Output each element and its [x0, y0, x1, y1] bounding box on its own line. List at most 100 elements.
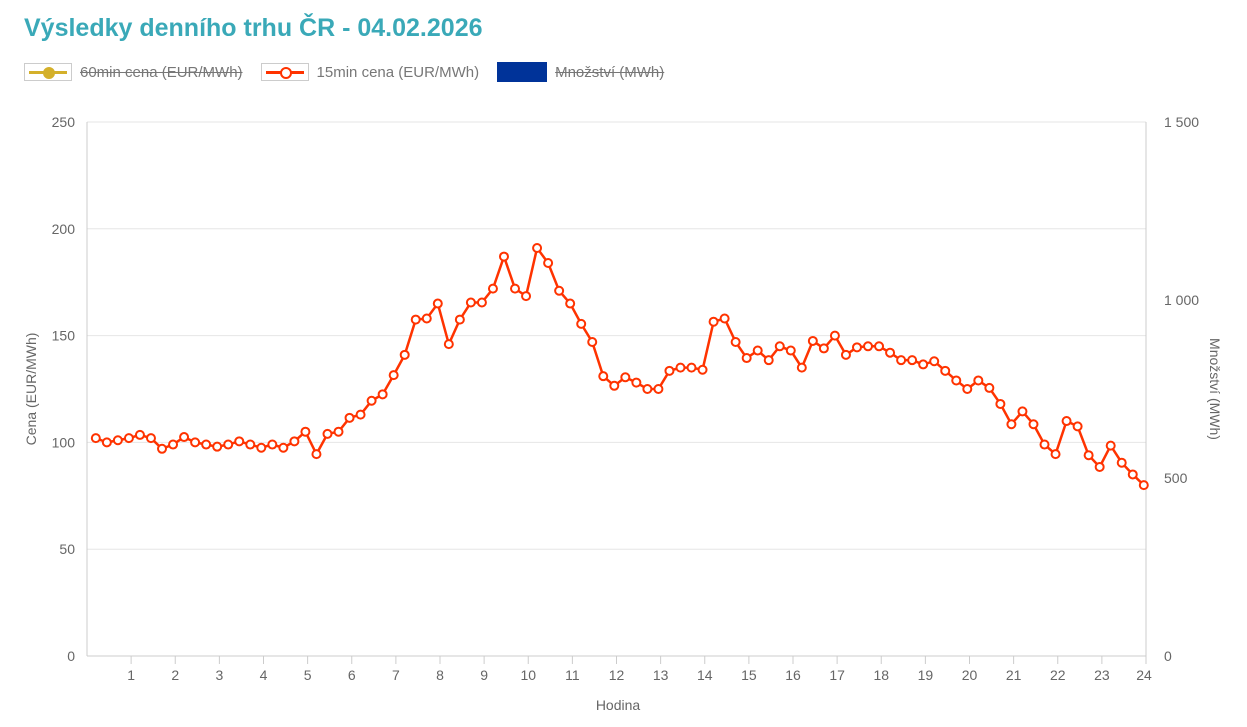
x-axis-title: Hodina: [596, 697, 641, 713]
data-point: [300, 426, 311, 437]
y2-tick-label: 0: [1164, 648, 1172, 664]
y-tick-label: 0: [67, 648, 75, 664]
data-point: [333, 426, 344, 437]
data-point: [134, 429, 145, 440]
data-point: [410, 314, 421, 325]
data-point: [576, 318, 587, 329]
data-point: [388, 370, 399, 381]
y2-tick-label: 1 000: [1164, 292, 1199, 308]
data-point: [675, 362, 686, 373]
legend-item-60min[interactable]: 60min cena (EUR/MWh): [24, 63, 243, 81]
y2-tick-label: 500: [1164, 470, 1188, 486]
data-point: [322, 428, 333, 439]
data-point: [774, 341, 785, 352]
data-point: [212, 441, 223, 452]
data-point: [90, 433, 101, 444]
x-tick-label: 8: [436, 667, 444, 683]
y-tick-label: 50: [59, 541, 75, 557]
chart-title: Výsledky denního trhu ČR - 04.02.2026: [24, 14, 483, 42]
data-point: [366, 395, 377, 406]
x-tick-label: 10: [520, 667, 536, 683]
x-tick-label: 3: [215, 667, 223, 683]
data-point: [157, 443, 168, 454]
data-point: [840, 349, 851, 360]
data-point: [565, 298, 576, 309]
data-point: [399, 349, 410, 360]
data-point: [476, 297, 487, 308]
x-tick-label: 1: [127, 667, 135, 683]
data-point: [973, 375, 984, 386]
data-point: [642, 384, 653, 394]
data-point: [123, 433, 134, 444]
data-point: [730, 337, 741, 348]
data-point: [940, 365, 951, 376]
data-point: [1094, 461, 1105, 472]
data-point: [951, 375, 962, 386]
x-tick-label: 15: [741, 667, 757, 683]
legend: 60min cena (EUR/MWh) 15min cena (EUR/MWh…: [24, 62, 664, 82]
data-point: [664, 365, 675, 376]
data-point: [289, 436, 300, 447]
data-point: [487, 283, 498, 294]
data-point: [355, 409, 366, 420]
x-tick-label: 19: [918, 667, 934, 683]
data-point: [741, 353, 752, 364]
data-point: [962, 384, 973, 394]
data-point: [1061, 416, 1072, 427]
data-point: [686, 362, 697, 373]
data-point: [1138, 480, 1149, 491]
data-point: [620, 372, 631, 383]
x-tick-label: 20: [962, 667, 978, 683]
data-point: [1127, 469, 1138, 480]
data-point: [1083, 450, 1094, 461]
y-tick-label: 100: [52, 434, 76, 450]
data-point: [112, 435, 123, 446]
legend-label: Množství (MWh): [555, 63, 665, 81]
data-point: [598, 371, 609, 382]
legend-label: 60min cena (EUR/MWh): [80, 63, 243, 81]
data-point: [708, 316, 719, 327]
data-point: [918, 359, 929, 370]
x-tick-label: 23: [1094, 667, 1110, 683]
x-tick-label: 12: [609, 667, 625, 683]
x-tick-label: 17: [829, 667, 845, 683]
data-point: [631, 377, 642, 388]
x-tick-label: 2: [171, 667, 179, 683]
data-point: [587, 337, 598, 348]
data-point: [465, 297, 476, 308]
data-point: [929, 356, 940, 367]
data-point: [1006, 419, 1017, 430]
data-point: [785, 345, 796, 356]
legend-item-15min[interactable]: 15min cena (EUR/MWh): [260, 63, 479, 81]
data-point: [1028, 419, 1039, 430]
data-point: [510, 283, 521, 294]
data-point: [201, 439, 212, 450]
data-point: [818, 343, 829, 354]
data-point: [851, 342, 862, 353]
data-point: [101, 437, 112, 448]
data-point: [543, 257, 554, 268]
data-point: [1072, 421, 1083, 432]
data-point: [653, 384, 664, 394]
data-point: [168, 439, 179, 450]
data-point: [609, 380, 620, 391]
data-point: [377, 389, 388, 400]
data-point: [752, 345, 763, 356]
data-point: [421, 313, 432, 324]
data-point: [256, 442, 267, 453]
data-point: [443, 339, 454, 350]
x-tick-label: 16: [785, 667, 801, 683]
legend-item-mnozstvi[interactable]: Množství (MWh): [497, 62, 664, 82]
data-point: [1039, 439, 1050, 450]
data-point: [223, 439, 234, 450]
x-tick-label: 7: [392, 667, 400, 683]
y-tick-label: 150: [52, 328, 76, 344]
data-point: [454, 314, 465, 325]
data-point: [179, 432, 190, 443]
y-axis-title: Cena (EUR/MWh): [23, 333, 39, 446]
data-point: [995, 398, 1006, 409]
data-point: [863, 341, 874, 352]
data-point: [498, 251, 509, 262]
x-tick-label: 4: [260, 667, 268, 683]
series-line: [95, 245, 1145, 487]
